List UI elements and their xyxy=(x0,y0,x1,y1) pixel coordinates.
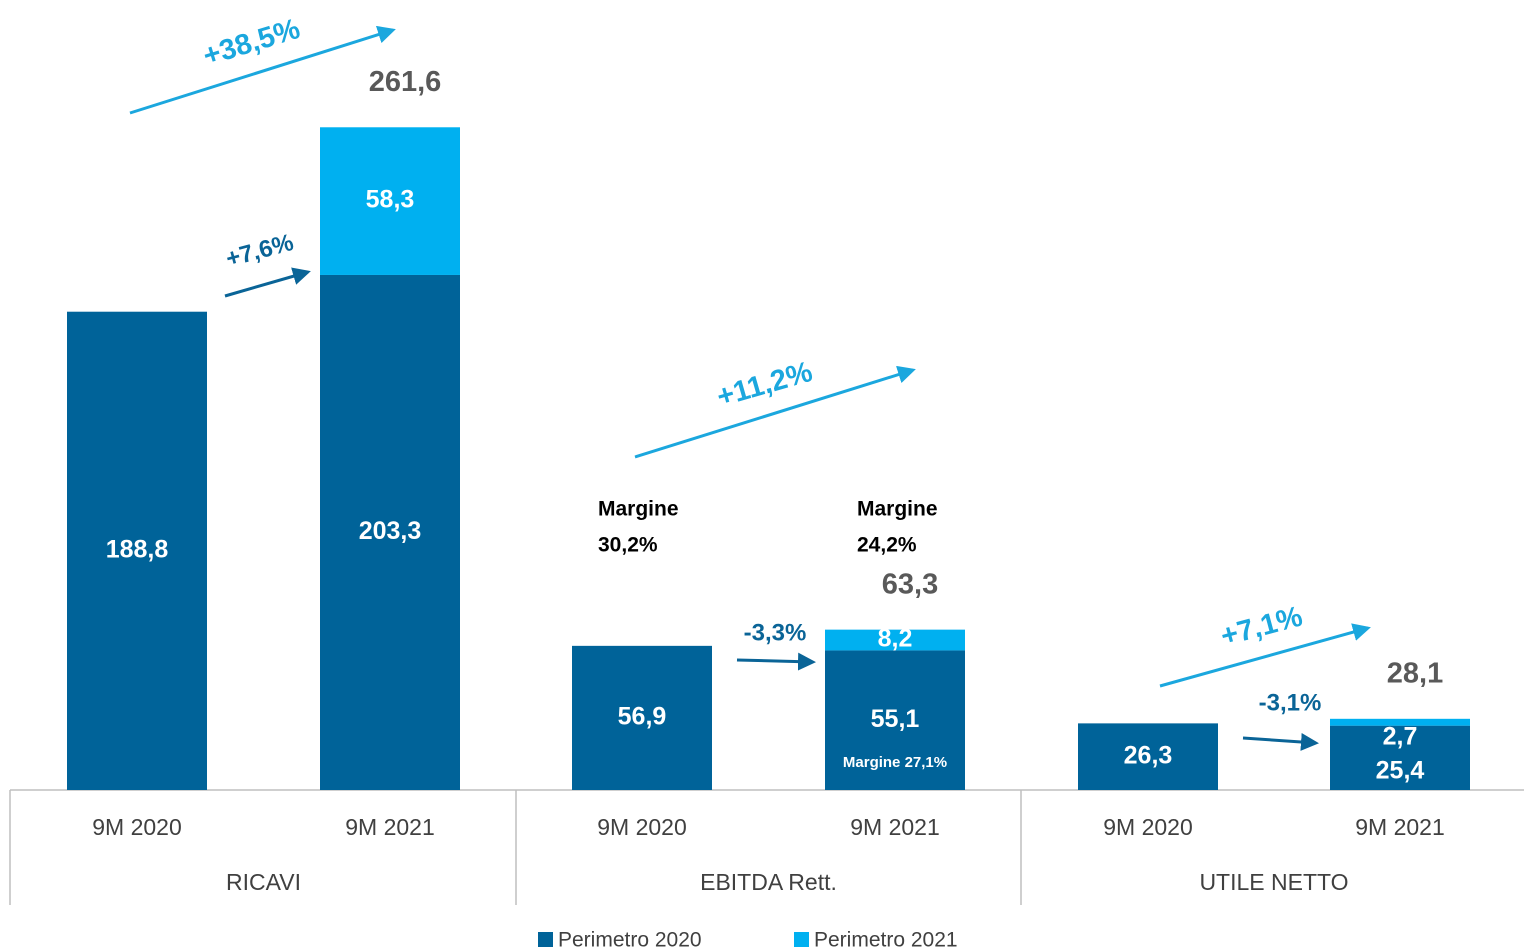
value-label: 26,3 xyxy=(1124,741,1173,769)
group-label: RICAVI xyxy=(226,869,301,895)
growth-arrow xyxy=(1242,732,1319,751)
bar-segment xyxy=(67,311,207,790)
legend-label: Perimetro 2021 xyxy=(814,929,958,952)
bar-segment xyxy=(320,127,460,275)
growth-label: +7,6% xyxy=(223,229,296,273)
x-tick-label: 9M 2020 xyxy=(597,814,687,840)
bar-segment xyxy=(825,629,965,651)
value-label: 55,1 xyxy=(871,705,920,733)
growth-arrow xyxy=(1159,623,1371,688)
total-label: 63,3 xyxy=(882,568,938,600)
growth-arrow xyxy=(736,652,816,671)
total-label: 261,6 xyxy=(369,66,442,98)
bar-segment xyxy=(825,650,965,790)
x-tick-label: 9M 2020 xyxy=(1103,814,1193,840)
bar-segment xyxy=(1078,723,1218,790)
value-label: 8,2 xyxy=(878,625,913,653)
margin-label: 24,2% xyxy=(857,534,917,557)
value-label: 56,9 xyxy=(618,703,667,731)
group-label: EBITDA Rett. xyxy=(700,869,837,895)
total-label: 28,1 xyxy=(1387,657,1443,689)
legend-label: Perimetro 2020 xyxy=(558,929,702,952)
growth-label: -3,1% xyxy=(1259,689,1322,716)
growth-label: +7,1% xyxy=(1217,600,1306,652)
growth-arrow xyxy=(224,267,311,298)
value-label: 58,3 xyxy=(366,186,415,214)
bar-segment xyxy=(572,645,712,790)
margin-label: 30,2% xyxy=(598,534,658,557)
growth-label: -3,3% xyxy=(744,619,807,646)
legend-swatch xyxy=(538,932,553,947)
margin-label: Margine xyxy=(857,498,938,521)
x-tick-label: 9M 2020 xyxy=(92,814,182,840)
growth-arrow xyxy=(129,25,396,115)
margin-label: Margine xyxy=(598,498,679,521)
x-tick-label: 9M 2021 xyxy=(345,814,435,840)
bar-segment xyxy=(320,274,460,790)
value-label: 2,7 xyxy=(1383,722,1418,750)
group-label: UTILE NETTO xyxy=(1199,869,1348,895)
x-tick-label: 9M 2021 xyxy=(1355,814,1445,840)
value-label: 203,3 xyxy=(359,517,422,545)
legend-swatch xyxy=(794,932,809,947)
x-tick-label: 9M 2021 xyxy=(850,814,940,840)
bar-segment xyxy=(1330,718,1470,726)
value-label: 25,4 xyxy=(1376,756,1425,784)
bar-segment xyxy=(1330,725,1470,790)
growth-arrow xyxy=(634,365,916,459)
margin-label: Margine 27,1% xyxy=(843,754,947,771)
value-label: 188,8 xyxy=(106,535,169,563)
